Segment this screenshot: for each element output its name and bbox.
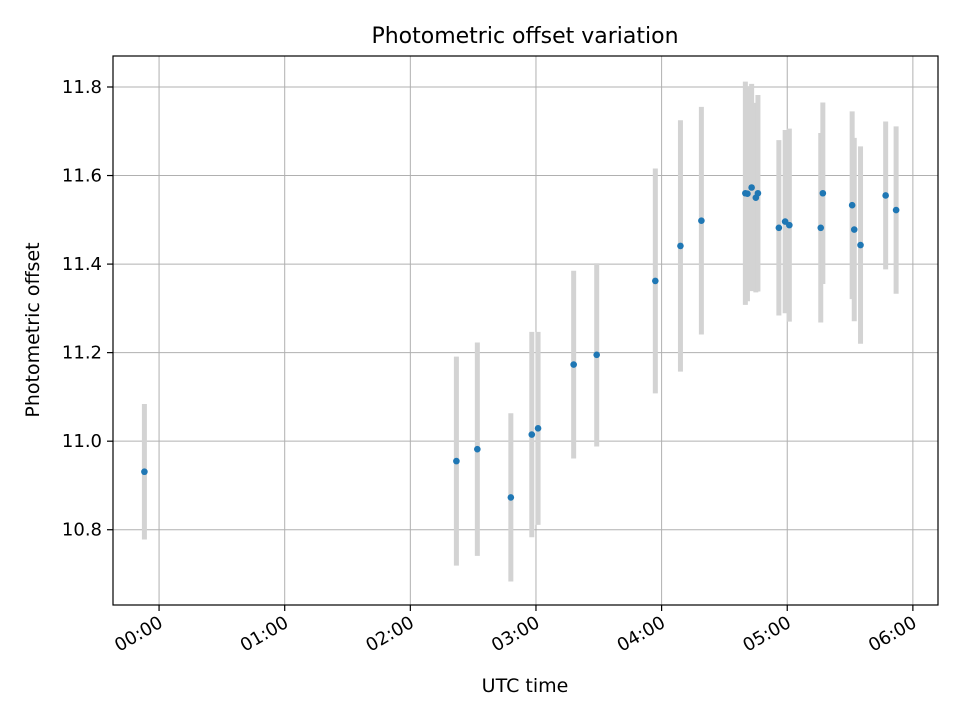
- data-point: [882, 192, 889, 199]
- data-point: [698, 217, 705, 224]
- data-point: [754, 189, 762, 197]
- data-point: [534, 425, 542, 432]
- data-point: [677, 242, 684, 250]
- data-point: [507, 494, 515, 501]
- data-points: [141, 184, 900, 501]
- data-point: [748, 184, 755, 191]
- y-tick-label: 11.8: [62, 77, 102, 98]
- data-point: [819, 189, 827, 197]
- y-axis-ticks: 10.8 11.0 11.2 11.4 11.6 11.8: [62, 77, 113, 541]
- data-point: [848, 201, 856, 209]
- data-point: [857, 241, 864, 249]
- y-tick-label: 11.6: [62, 166, 102, 187]
- data-point: [652, 277, 659, 285]
- chart-title: Photometric offset variation: [371, 24, 678, 49]
- data-point: [744, 190, 751, 197]
- data-point: [817, 224, 825, 232]
- data-point: [528, 431, 536, 438]
- data-point: [786, 221, 793, 229]
- data-point: [474, 445, 481, 453]
- y-tick-label: 11.2: [62, 343, 102, 364]
- y-axis-label: Photometric offset: [22, 242, 44, 417]
- y-tick-label: 10.8: [62, 520, 102, 541]
- y-tick-label: 11.0: [62, 431, 102, 452]
- data-point: [453, 457, 460, 465]
- data-point: [593, 351, 600, 359]
- x-axis-label: UTC time: [482, 675, 569, 697]
- data-point: [892, 206, 900, 214]
- y-tick-label: 11.4: [62, 254, 102, 275]
- data-point: [570, 361, 577, 368]
- data-point: [775, 224, 783, 232]
- plot-frame: [112, 55, 939, 606]
- data-point: [850, 226, 858, 233]
- data-point: [141, 468, 148, 476]
